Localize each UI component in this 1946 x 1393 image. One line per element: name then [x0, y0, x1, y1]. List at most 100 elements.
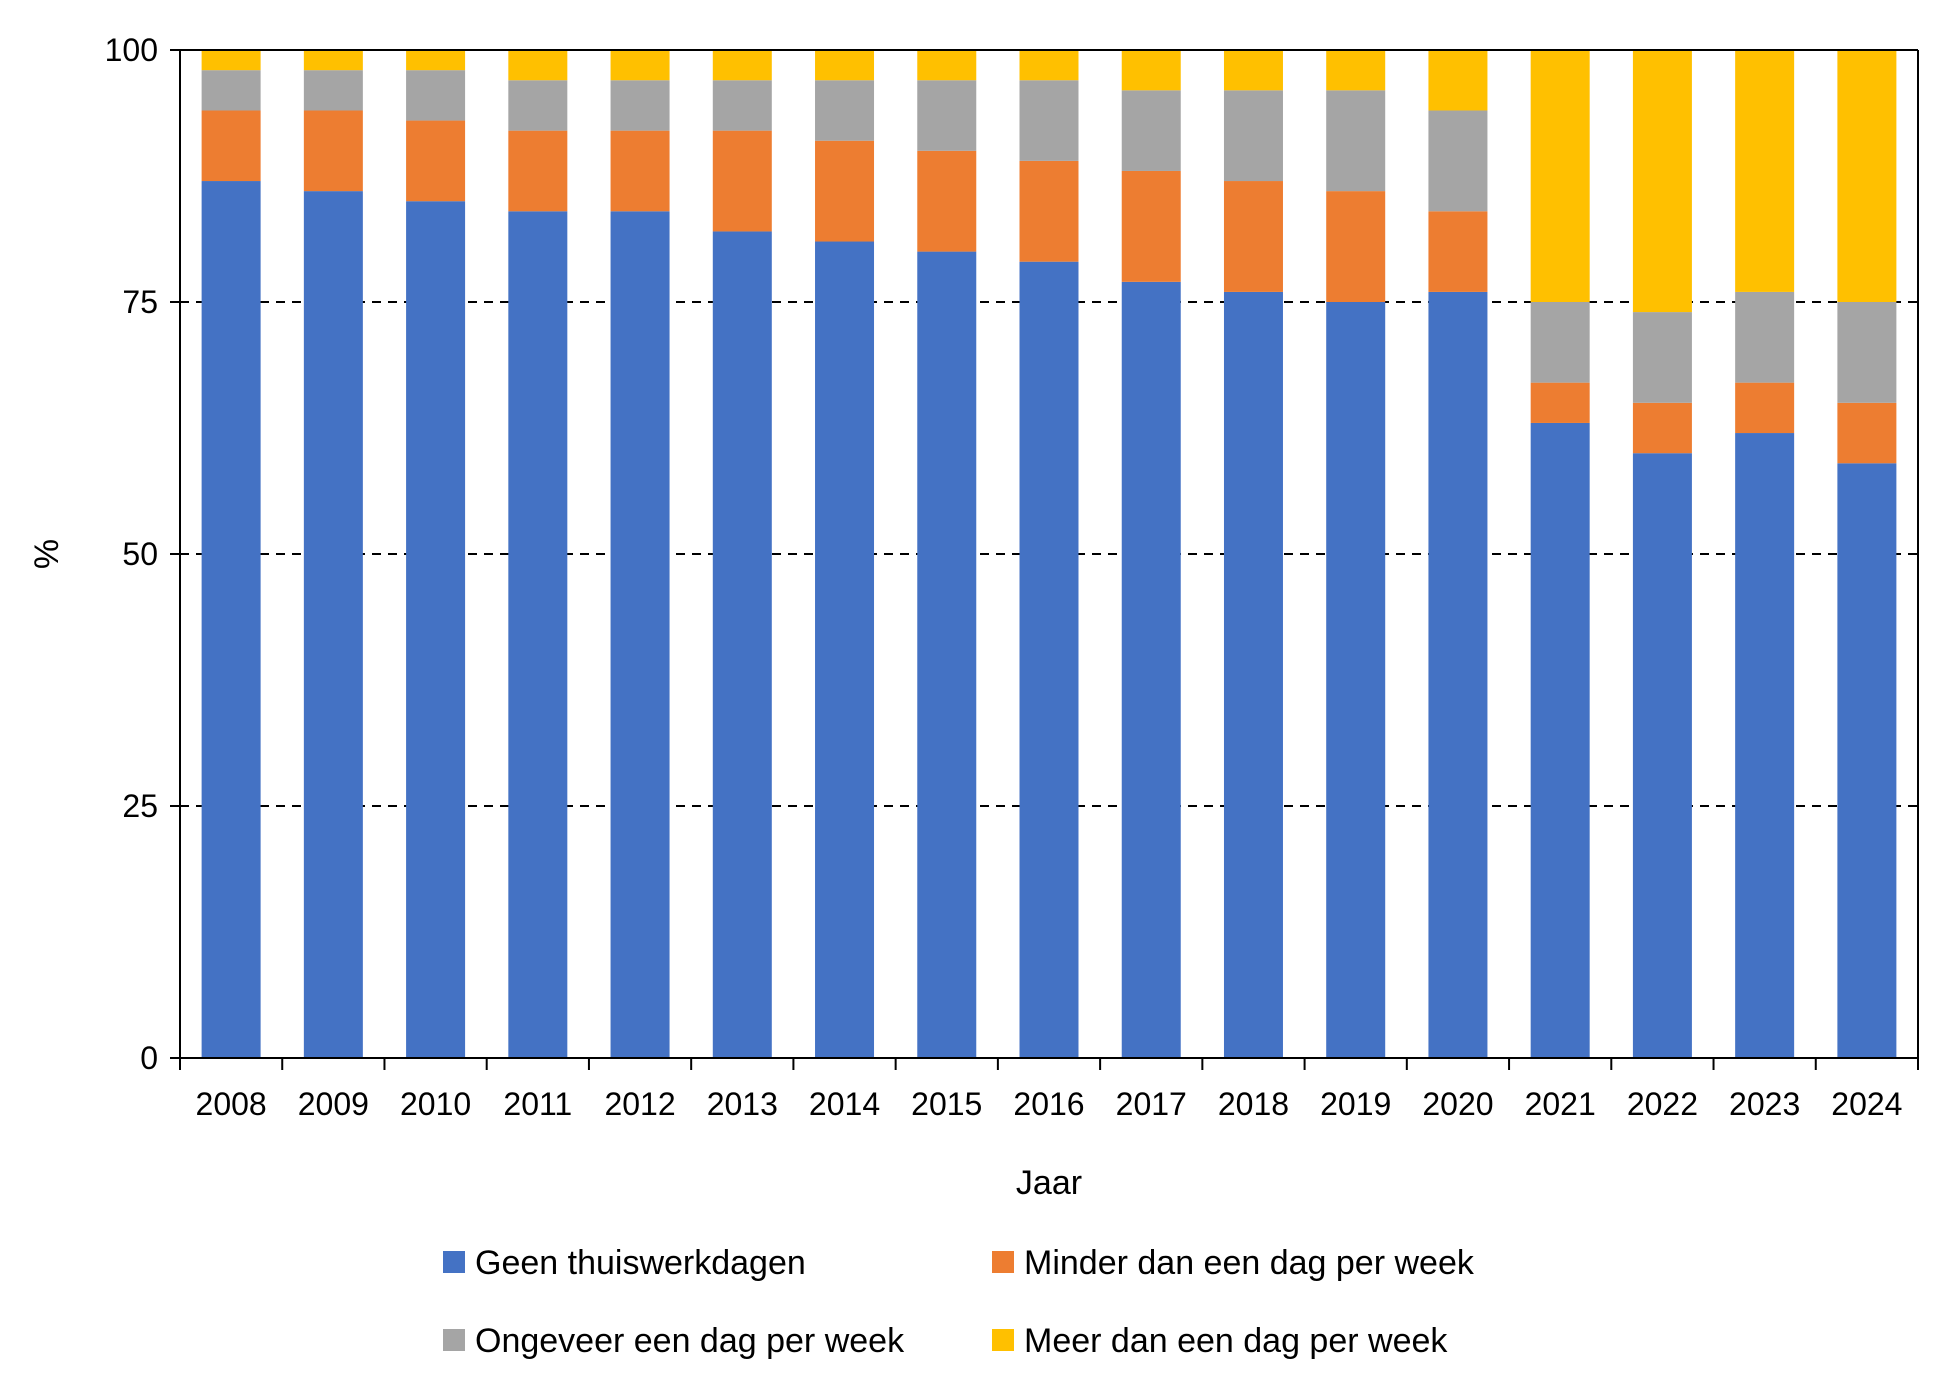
bar-2010-series-1: [406, 201, 466, 1058]
bar-2010-series-3: [406, 70, 466, 121]
bar-2024-series-4: [1837, 50, 1897, 302]
bar-2016-series-4: [1019, 50, 1079, 81]
bar-2024-series-3: [1837, 302, 1897, 403]
bar-2024-series-1: [1837, 463, 1897, 1058]
legend-label-1: Geen thuiswerkdagen: [475, 1244, 806, 1282]
x-tick-label: 2009: [298, 1086, 369, 1122]
legend-swatch-4: [992, 1329, 1014, 1351]
x-tick-label: 2011: [503, 1086, 572, 1122]
bar-2016-series-1: [1019, 261, 1079, 1058]
y-tick-label: 75: [122, 284, 158, 320]
x-tick-label: 2017: [1116, 1086, 1187, 1122]
bar-2013-series-4: [712, 50, 772, 81]
bar-2017-series-2: [1121, 170, 1181, 282]
bar-2022-series-2: [1632, 402, 1692, 454]
bar-2009-series-3: [303, 70, 363, 111]
x-axis-title: Jaar: [1016, 1164, 1082, 1202]
bar-2018-series-3: [1223, 90, 1283, 182]
x-tick-label: 2018: [1218, 1086, 1289, 1122]
bar-2020-series-4: [1428, 50, 1488, 111]
bar-2008-series-1: [201, 181, 261, 1059]
bars: [201, 50, 1897, 1059]
x-tick-labels: 2008 2009 2010 2011 2012 2013 2014 2015 2016 2017…: [196, 1086, 1903, 1122]
bar-2012-series-4: [610, 50, 670, 81]
axes: [170, 49, 1919, 1070]
bar-2016-series-3: [1019, 80, 1079, 161]
bar-2022-series-1: [1632, 453, 1692, 1058]
bar-2017-series-1: [1121, 281, 1181, 1059]
legend-label-4: Meer dan een dag per week: [1024, 1322, 1448, 1360]
bar-2015-series-4: [917, 50, 977, 81]
bar-2023-series-2: [1735, 382, 1795, 434]
bar-2010-series-4: [406, 50, 466, 71]
bar-2014-series-1: [815, 241, 875, 1058]
bar-2009-series-1: [303, 191, 363, 1058]
legend-swatch-2: [992, 1251, 1014, 1273]
bar-2022-series-3: [1632, 312, 1692, 403]
bar-2011-series-1: [508, 211, 568, 1058]
bar-2024-series-2: [1837, 402, 1897, 464]
bar-2008-series-3: [201, 70, 261, 111]
bar-2018-series-2: [1223, 181, 1283, 292]
bar-2023-series-4: [1735, 50, 1795, 292]
y-tick-labels: 0 25 50 75 100: [105, 32, 158, 1076]
bar-2023-series-1: [1735, 433, 1795, 1058]
x-tick-label: 2021: [1525, 1086, 1596, 1122]
legend-label-3: Ongeveer een dag per week: [475, 1322, 905, 1360]
x-tick-label: 2020: [1422, 1086, 1493, 1122]
bar-2015-series-2: [917, 150, 977, 252]
x-tick-label: 2010: [400, 1086, 471, 1122]
bar-2014-series-4: [815, 50, 875, 81]
legend-swatch-3: [443, 1329, 465, 1351]
bar-2017-series-3: [1121, 90, 1181, 171]
y-tick-label: 50: [122, 536, 158, 572]
bar-2019-series-3: [1326, 90, 1386, 192]
y-tick-label: 25: [122, 788, 158, 824]
x-tick-label: 2012: [604, 1086, 675, 1122]
bar-2015-series-3: [917, 80, 977, 151]
y-tick-label: 100: [105, 32, 158, 68]
bar-2013-series-2: [712, 130, 772, 232]
x-tick-label: 2013: [707, 1086, 778, 1122]
bar-2019-series-1: [1326, 302, 1386, 1058]
bar-2019-series-2: [1326, 191, 1386, 302]
bar-2013-series-3: [712, 80, 772, 131]
bar-2011-series-4: [508, 50, 568, 81]
bar-2010-series-2: [406, 120, 466, 202]
x-tick-label: 2016: [1013, 1086, 1084, 1122]
bar-2022-series-4: [1632, 50, 1692, 313]
x-tick-label: 2019: [1320, 1086, 1391, 1122]
bar-2016-series-2: [1019, 160, 1079, 262]
bar-2017-series-4: [1121, 50, 1181, 91]
bar-2009-series-4: [303, 50, 363, 71]
legend-label-2: Minder dan een dag per week: [1024, 1244, 1475, 1282]
bar-2020-series-2: [1428, 211, 1488, 292]
y-axis-title: %: [28, 539, 66, 569]
bar-2020-series-1: [1428, 291, 1488, 1058]
y-tick-label: 0: [140, 1040, 158, 1076]
bar-2018-series-1: [1223, 291, 1283, 1058]
bar-2021-series-2: [1530, 382, 1590, 423]
x-tick-label: 2008: [196, 1086, 267, 1122]
bar-2009-series-2: [303, 110, 363, 192]
bar-2012-series-1: [610, 211, 670, 1058]
legend-swatch-1: [443, 1251, 465, 1273]
bar-2014-series-2: [815, 140, 875, 242]
bar-2011-series-2: [508, 130, 568, 212]
bar-2019-series-4: [1326, 50, 1386, 91]
bar-2023-series-3: [1735, 291, 1795, 383]
bar-2008-series-2: [201, 110, 261, 182]
legend: Geen thuiswerkdagen Minder dan een dag pe…: [443, 1244, 1475, 1360]
bar-2014-series-3: [815, 80, 875, 141]
x-tick-label: 2022: [1627, 1086, 1698, 1122]
bar-2011-series-3: [508, 80, 568, 131]
x-tick-label: 2024: [1831, 1086, 1902, 1122]
x-tick-label: 2015: [911, 1086, 982, 1122]
bar-2021-series-4: [1530, 50, 1590, 302]
bar-2008-series-4: [201, 50, 261, 71]
x-tick-label: 2023: [1729, 1086, 1800, 1122]
bar-2015-series-1: [917, 251, 977, 1059]
bar-2021-series-1: [1530, 422, 1590, 1059]
bar-2012-series-3: [610, 80, 670, 131]
